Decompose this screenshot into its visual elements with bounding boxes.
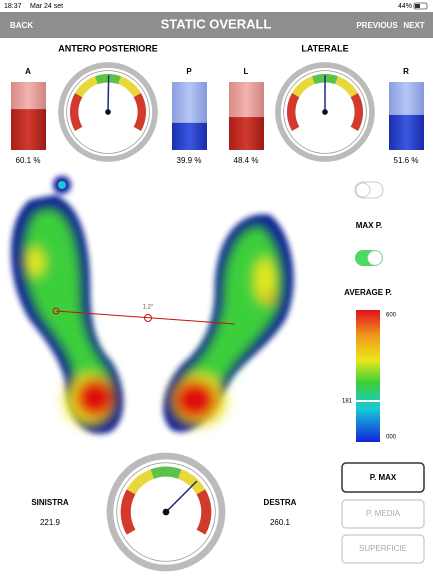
gauge-segment [150,466,182,479]
gauge-needle [165,480,198,513]
gauge-needle [107,75,110,113]
status-date: Mar 24 set [30,3,63,10]
next-button[interactable]: NEXT [403,21,424,30]
gauge-segment [120,489,136,535]
gauge-segment [126,469,155,495]
scale-min: 000 [386,435,397,441]
button-frame[interactable] [341,534,425,564]
axis-line [55,310,236,325]
angle-label: 1.2° [143,305,154,311]
gauge-segment [292,76,316,98]
right-weight-label: DESTRA [264,498,297,507]
bar-value: 51.6 % [394,156,419,165]
bar-fill [11,109,46,150]
gauge-hub [162,508,170,516]
gauge-segment [133,92,147,132]
left-weight-label: SINISTRA [31,498,69,507]
status-battery: 44% [398,3,412,10]
button-p-max[interactable]: P. MAX [370,473,397,482]
gauge-segment [69,92,83,132]
bar-name: R [403,67,409,76]
bar-fill [229,117,264,150]
battery-level [415,4,420,8]
battery-icon [413,2,428,10]
bar-value: 60.1 % [16,156,41,165]
nav-title: STATIC OVERALL [161,16,272,31]
axis-point [52,307,60,315]
axis-center [144,314,152,322]
gauge-hub [322,109,328,115]
gauge-segment [117,76,141,98]
gauge-segment [350,92,364,132]
average-p-label: AVERAGE P. [344,288,392,297]
left-weight-value: 221.9 [40,518,61,527]
status-bar [0,0,433,12]
button-superficie[interactable]: SUPERFICIE [359,544,407,553]
button-frame[interactable] [341,499,425,529]
bar-value: 39.9 % [177,156,202,165]
status-time: 18:37 [4,3,22,10]
gauge-segment [177,469,206,495]
toggle-knob [367,250,383,266]
previous-button[interactable]: PREVIOUS [356,21,398,30]
button-p-media[interactable]: P. MEDIA [366,509,401,518]
section-title: ANTERO POSTERIORE [58,43,158,53]
gauge-hub [105,109,111,115]
gauge-segment [196,489,212,535]
bar-value: 48.4 % [234,156,259,165]
nav-bar [0,12,433,38]
section-title: LATERALE [301,43,348,53]
right-weight-value: 260.1 [270,518,291,527]
scale-max: 600 [386,313,397,319]
color-scale [356,310,380,442]
toggle-knob [355,182,371,198]
bar-name: L [244,67,249,76]
gauge-segment [334,76,358,98]
bar-fill [389,114,424,150]
back-button[interactable]: BACK [10,21,33,30]
bar-name: P [186,67,192,76]
button-frame[interactable] [341,462,425,493]
bar-fill [172,122,207,150]
gauge-segment [286,92,300,132]
gauge-segment [75,76,99,98]
scale-mark: 181 [342,399,353,405]
bar-name: A [25,67,31,76]
max-p-label: MAX P. [356,221,383,230]
